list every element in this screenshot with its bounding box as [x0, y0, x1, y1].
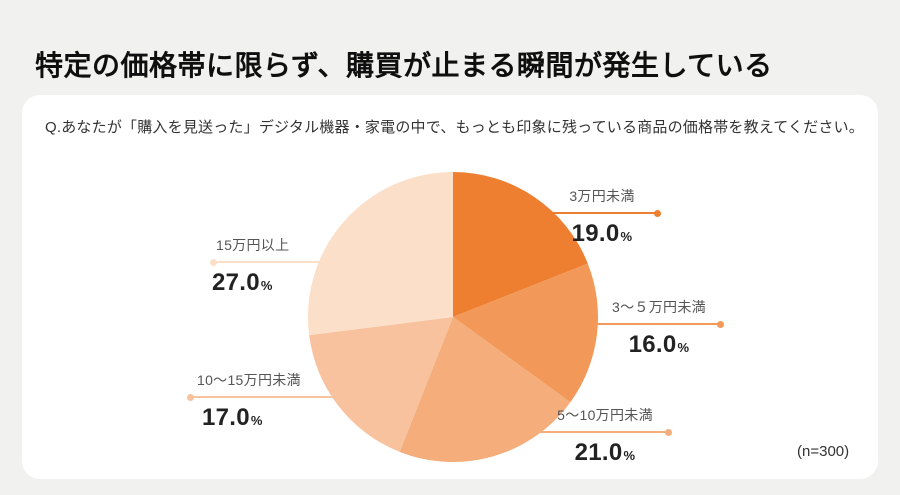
slice-value: 17.0% [189, 404, 334, 432]
callout-30k-50k: 3〜５万円未満 16.0% [596, 297, 724, 359]
percent-sign: % [623, 448, 636, 463]
percent-sign: % [677, 340, 690, 355]
slice-value-number: 16.0 [628, 331, 677, 358]
pie-slice-1 [453, 263, 598, 403]
leader-line [187, 393, 334, 401]
percent-sign: % [260, 278, 273, 293]
slice-value-number: 27.0 [212, 269, 260, 296]
slice-value: 16.0% [596, 331, 722, 359]
slice-value-number: 17.0 [202, 404, 250, 431]
slice-label: 3万円未満 [569, 188, 635, 204]
slice-label: 3〜５万円未満 [612, 299, 706, 315]
slice-value-number: 21.0 [574, 439, 623, 466]
slice-label: 15万円以上 [216, 237, 290, 253]
sample-size-note: (n=300) [797, 443, 850, 460]
page-title: 特定の価格帯に限らず、購買が止まる瞬間が発生している [35, 50, 773, 81]
slice-value: 19.0% [545, 220, 659, 248]
slice-value: 27.0% [212, 269, 322, 297]
pie-slice-2 [399, 317, 571, 462]
leader-dot [665, 428, 672, 436]
slice-value-number: 19.0 [571, 220, 620, 247]
leader-dot [654, 209, 661, 217]
pie-slice-0 [453, 172, 588, 317]
leader-dot [717, 320, 724, 328]
leader-dot [210, 258, 217, 266]
pie-slice-4 [308, 172, 453, 336]
pie-slice-3 [309, 317, 453, 452]
slice-label: 10〜15万円未満 [197, 372, 301, 388]
slice-label: 5〜10万円未満 [557, 407, 653, 423]
leader-line [210, 258, 322, 266]
question-text: Q.あなたが「購入を見送った」デジタル機器・家電の中で、もっとも印象に残っている… [45, 119, 864, 136]
percent-sign: % [250, 413, 263, 428]
callout-under-30k: 3万円未満 19.0% [545, 186, 661, 248]
leader-line [596, 320, 724, 328]
slice-value: 21.0% [540, 439, 670, 467]
pie-chart [308, 172, 598, 462]
leader-line [545, 209, 661, 217]
leader-line [540, 428, 672, 436]
callout-50k-100k: 5〜10万円未満 21.0% [540, 405, 672, 467]
callout-over-150k: 15万円以上 27.0% [210, 235, 322, 297]
leader-dot [187, 393, 194, 401]
callout-100k-150k: 10〜15万円未満 17.0% [187, 370, 334, 432]
percent-sign: % [620, 229, 633, 244]
